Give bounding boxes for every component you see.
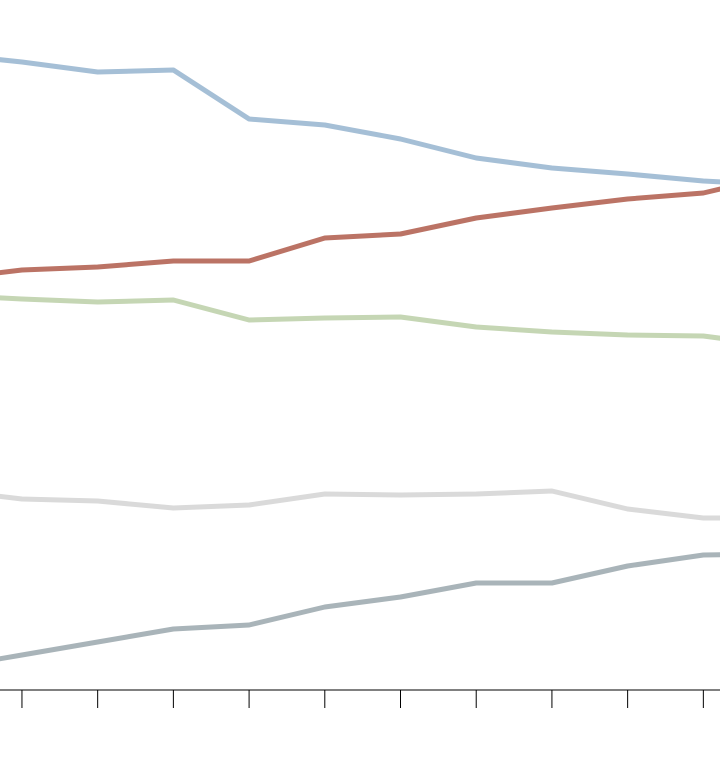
series-line [0,488,720,521]
series-line [0,57,720,185]
series-line [0,552,720,662]
series-line [0,186,720,276]
series-line [0,295,720,341]
